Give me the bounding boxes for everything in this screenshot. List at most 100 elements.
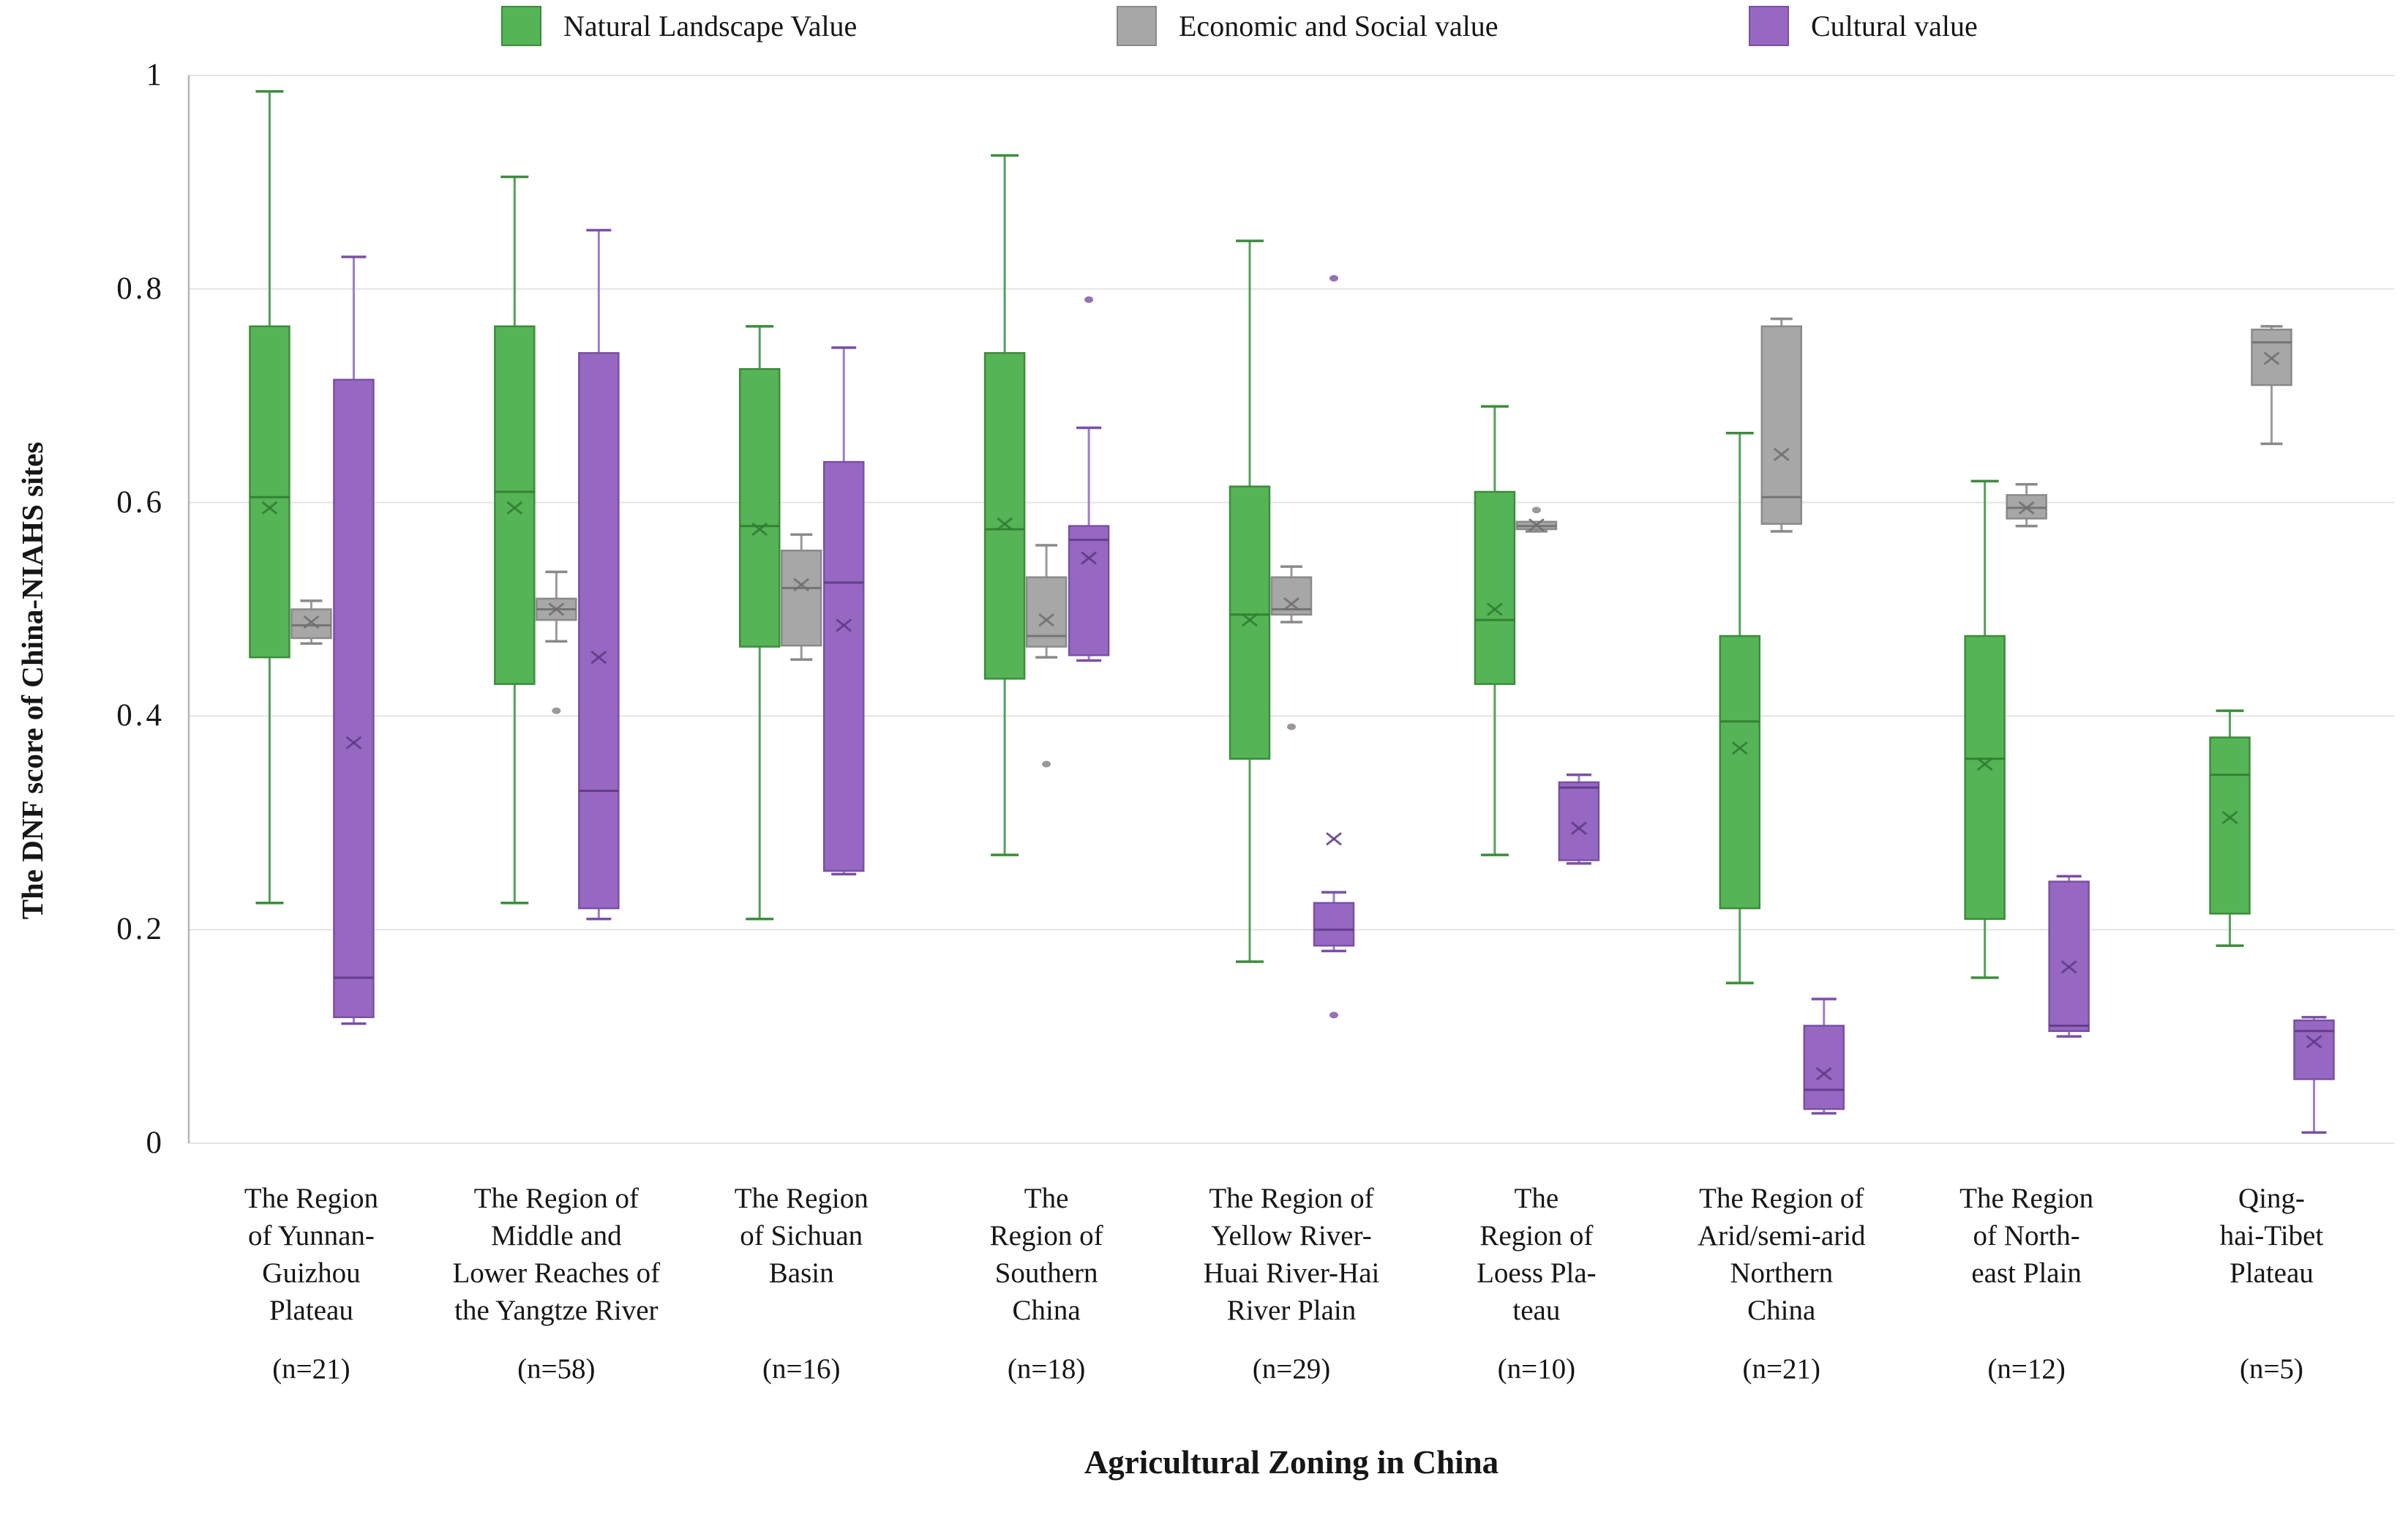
box <box>249 325 290 659</box>
region-label: The Region of Arid/semi-arid Northern China <box>1656 1180 1908 1329</box>
mean-marker <box>836 618 852 632</box>
sample-size-label: (n=21) <box>1742 1353 1820 1385</box>
region-label: The Region of Sichuan Basin <box>675 1180 927 1292</box>
region-label: The Region of Loess Pla-teau <box>1411 1180 1662 1329</box>
mean-marker <box>2221 810 2238 825</box>
box <box>1719 635 1761 910</box>
legend-swatch-economic <box>1117 5 1157 46</box>
region-label-line: Plateau <box>269 1295 353 1326</box>
sample-size-label: (n=12) <box>1987 1353 2066 1385</box>
region-label: The Region of Southern China <box>920 1180 1172 1329</box>
box <box>1068 525 1110 656</box>
sample-size-label: (n=21) <box>272 1353 350 1385</box>
region-label-line: Guizhou <box>262 1257 361 1289</box>
region-label: The Region of Middle and Lower Reaches of t… <box>430 1180 682 1329</box>
region-label: The Region of Yunnan- Guizhou Plateau <box>185 1180 437 1329</box>
region-label: The Region of Yellow River- Huai River-Hai… <box>1166 1180 1417 1329</box>
mean-marker <box>2263 351 2280 365</box>
mean-marker <box>345 736 362 750</box>
region-label-line: Region of <box>989 1220 1103 1252</box>
y-tick-label: 0.8 <box>116 271 165 306</box>
region-label-line: teau <box>1512 1295 1561 1326</box>
y-tick-label: 0 <box>146 1126 165 1160</box>
mean-marker <box>1242 613 1258 627</box>
outlier-dot <box>1084 296 1094 303</box>
sample-size-label: (n=29) <box>1252 1353 1331 1385</box>
box <box>1474 490 1516 685</box>
region-label-line: of Sichuan <box>740 1220 863 1252</box>
mean-marker <box>261 501 278 515</box>
mean-marker <box>2018 501 2035 515</box>
sample-size-label: (n=10) <box>1497 1353 1576 1385</box>
box <box>1760 325 1803 525</box>
region-label-line: Lower Reaches of <box>452 1257 661 1289</box>
region-label-line: River Plain <box>1226 1295 1357 1326</box>
mean-marker <box>1081 551 1098 565</box>
mean-marker <box>1815 1066 1832 1081</box>
y-tick-label: 1 <box>146 58 165 92</box>
mean-marker <box>751 522 768 536</box>
legend-swatch-natural <box>501 5 541 46</box>
outlier-dot <box>1531 506 1541 514</box>
region-label-line: The <box>1514 1183 1559 1214</box>
mean-marker <box>997 517 1013 531</box>
mean-marker <box>2306 1035 2322 1049</box>
mean-marker <box>1773 447 1790 462</box>
mean-marker <box>590 650 607 665</box>
sample-size-label: (n=18) <box>1007 1353 1086 1385</box>
box <box>494 325 536 685</box>
outlier-dot <box>1287 723 1296 730</box>
box <box>983 352 1026 680</box>
mean-marker <box>303 615 320 629</box>
box <box>2209 736 2251 915</box>
region-label-line: China <box>1012 1295 1081 1326</box>
box <box>822 460 865 872</box>
region-label-line: Loess Pla- <box>1477 1257 1597 1289</box>
mean-marker <box>1326 832 1342 846</box>
sample-size-label: (n=5) <box>2240 1353 2304 1385</box>
outlier-dot <box>1042 760 1051 768</box>
mean-marker <box>1528 518 1545 532</box>
outlier-dot <box>552 707 561 714</box>
mean-marker <box>2060 960 2077 974</box>
mean-marker <box>793 577 810 592</box>
legend-item: Economic and Social value <box>1117 3 1499 48</box>
region-label-line: The Region <box>244 1183 378 1214</box>
region-label-line: Middle and <box>490 1220 622 1252</box>
box <box>738 367 781 648</box>
mean-marker <box>1570 821 1587 835</box>
region-label-line: China <box>1747 1295 1816 1326</box>
region-label-line: Northern <box>1730 1257 1834 1289</box>
outlier-dot <box>1329 1011 1338 1019</box>
x-axis-title: Agricultural Zoning in China <box>1084 1444 1499 1481</box>
mean-marker <box>1976 757 1993 771</box>
mean-marker <box>1283 597 1299 611</box>
region-label-line: the Yangtze River <box>454 1295 659 1326</box>
region-label-line: The Region of <box>473 1183 639 1214</box>
mean-marker <box>1038 613 1055 627</box>
box <box>333 378 375 1019</box>
region-label-line: of North- <box>1973 1220 2080 1252</box>
region-label-line: hai-Tibet <box>2219 1220 2324 1252</box>
region-label-line: The <box>1024 1183 1069 1214</box>
region-label: The Region of North-east Plain <box>1901 1180 2153 1292</box>
box <box>1803 1025 1845 1110</box>
box <box>578 352 620 910</box>
region-label-line: The Region <box>734 1183 869 1214</box>
box <box>2293 1019 2335 1080</box>
region-label: Qing-hai-Tibet Plateau <box>2146 1180 2398 1292</box>
mean-marker <box>548 602 565 616</box>
region-label-line: Arid/semi-arid <box>1697 1220 1866 1252</box>
region-label-line: The Region <box>1959 1183 2094 1214</box>
mean-marker <box>1486 602 1503 616</box>
region-label-line: Southern <box>994 1257 1098 1289</box>
box <box>290 608 332 640</box>
legend-item: Cultural value <box>1749 3 1978 48</box>
box <box>780 550 822 647</box>
box <box>1229 485 1271 760</box>
sample-size-label: (n=58) <box>517 1353 596 1385</box>
legend-label: Natural Landscape Value <box>563 9 858 42</box>
box <box>2048 880 2090 1033</box>
region-label-line: Huai River-Hai <box>1203 1257 1380 1289</box>
